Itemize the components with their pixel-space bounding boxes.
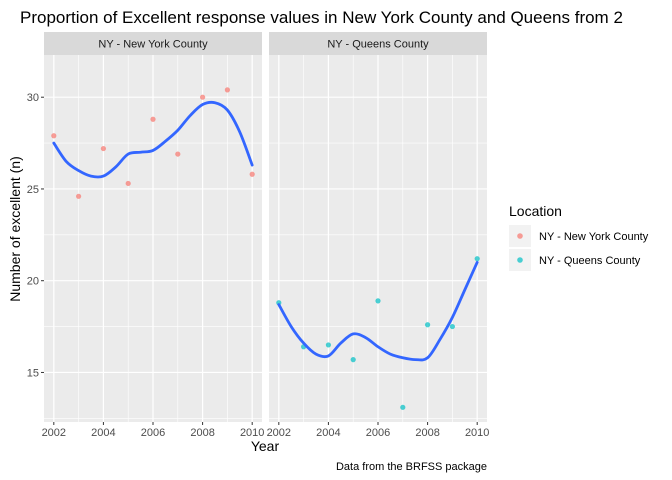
x-tick-label: 2010: [240, 427, 264, 439]
data-point: [199, 94, 206, 100]
legend-item: NY - Queens County: [509, 249, 641, 271]
x-tick-label: 2006: [141, 427, 165, 439]
smooth-line: [277, 260, 479, 362]
data-point: [51, 133, 57, 139]
data-point: [249, 171, 255, 177]
x-tick-label: 2008: [190, 427, 214, 439]
x-tick-label: 2006: [366, 427, 390, 439]
data-point: [375, 298, 381, 304]
data-point: [400, 404, 406, 410]
smooth-line: [52, 100, 254, 179]
facet-strip-background: [269, 32, 487, 55]
legend-key-point: [517, 257, 523, 263]
facet-strip-label: NY - New York County: [98, 39, 208, 51]
legend-title: Location: [509, 203, 562, 219]
facet-strip-background: [44, 32, 262, 55]
chart-title: Proportion of Excellent response values …: [20, 8, 623, 27]
data-point: [350, 357, 356, 363]
y-tick-label: 25: [27, 184, 39, 196]
data-point: [224, 87, 230, 93]
data-point: [125, 180, 131, 187]
facet-panels: NY - New York County 2002 2004 2006 2008 2010…: [27, 32, 489, 439]
data-point: [100, 145, 107, 152]
data-point: [325, 342, 332, 348]
legend-key-point: [517, 233, 523, 239]
legend: Location NY - New York County NY - Queens…: [509, 203, 649, 271]
x-axis-title: Year: [251, 438, 280, 454]
data-point: [76, 193, 82, 199]
legend-item-label: NY - Queens County: [539, 255, 641, 267]
x-tick-label: 2010: [465, 427, 489, 439]
x-tick-label: 2004: [91, 427, 115, 439]
legend-item: NY - New York County: [509, 225, 649, 247]
y-tick-label: 30: [27, 92, 39, 104]
data-point: [150, 116, 156, 122]
facet-panel-2: NY - Queens County 2002 2004 2006 2008 2010: [267, 32, 489, 439]
data-point: [175, 151, 181, 157]
x-tick-label: 2002: [267, 427, 291, 439]
chart-caption: Data from the BRFSS package: [336, 461, 487, 473]
x-tick-label: 2002: [42, 427, 66, 439]
y-tick-label: 15: [27, 367, 39, 379]
y-tick-label: 20: [27, 276, 39, 288]
data-point: [474, 256, 480, 262]
facet-strip-label: NY - Queens County: [327, 39, 429, 51]
x-tick-label: 2004: [316, 427, 340, 439]
facet-panel-1: NY - New York County 2002 2004 2006 2008 2010…: [27, 32, 264, 439]
y-axis-title: Number of excellent (n): [7, 156, 23, 302]
data-point: [424, 322, 431, 328]
x-tick-label: 2008: [415, 427, 439, 439]
data-point: [449, 323, 455, 330]
legend-item-label: NY - New York County: [539, 231, 649, 243]
